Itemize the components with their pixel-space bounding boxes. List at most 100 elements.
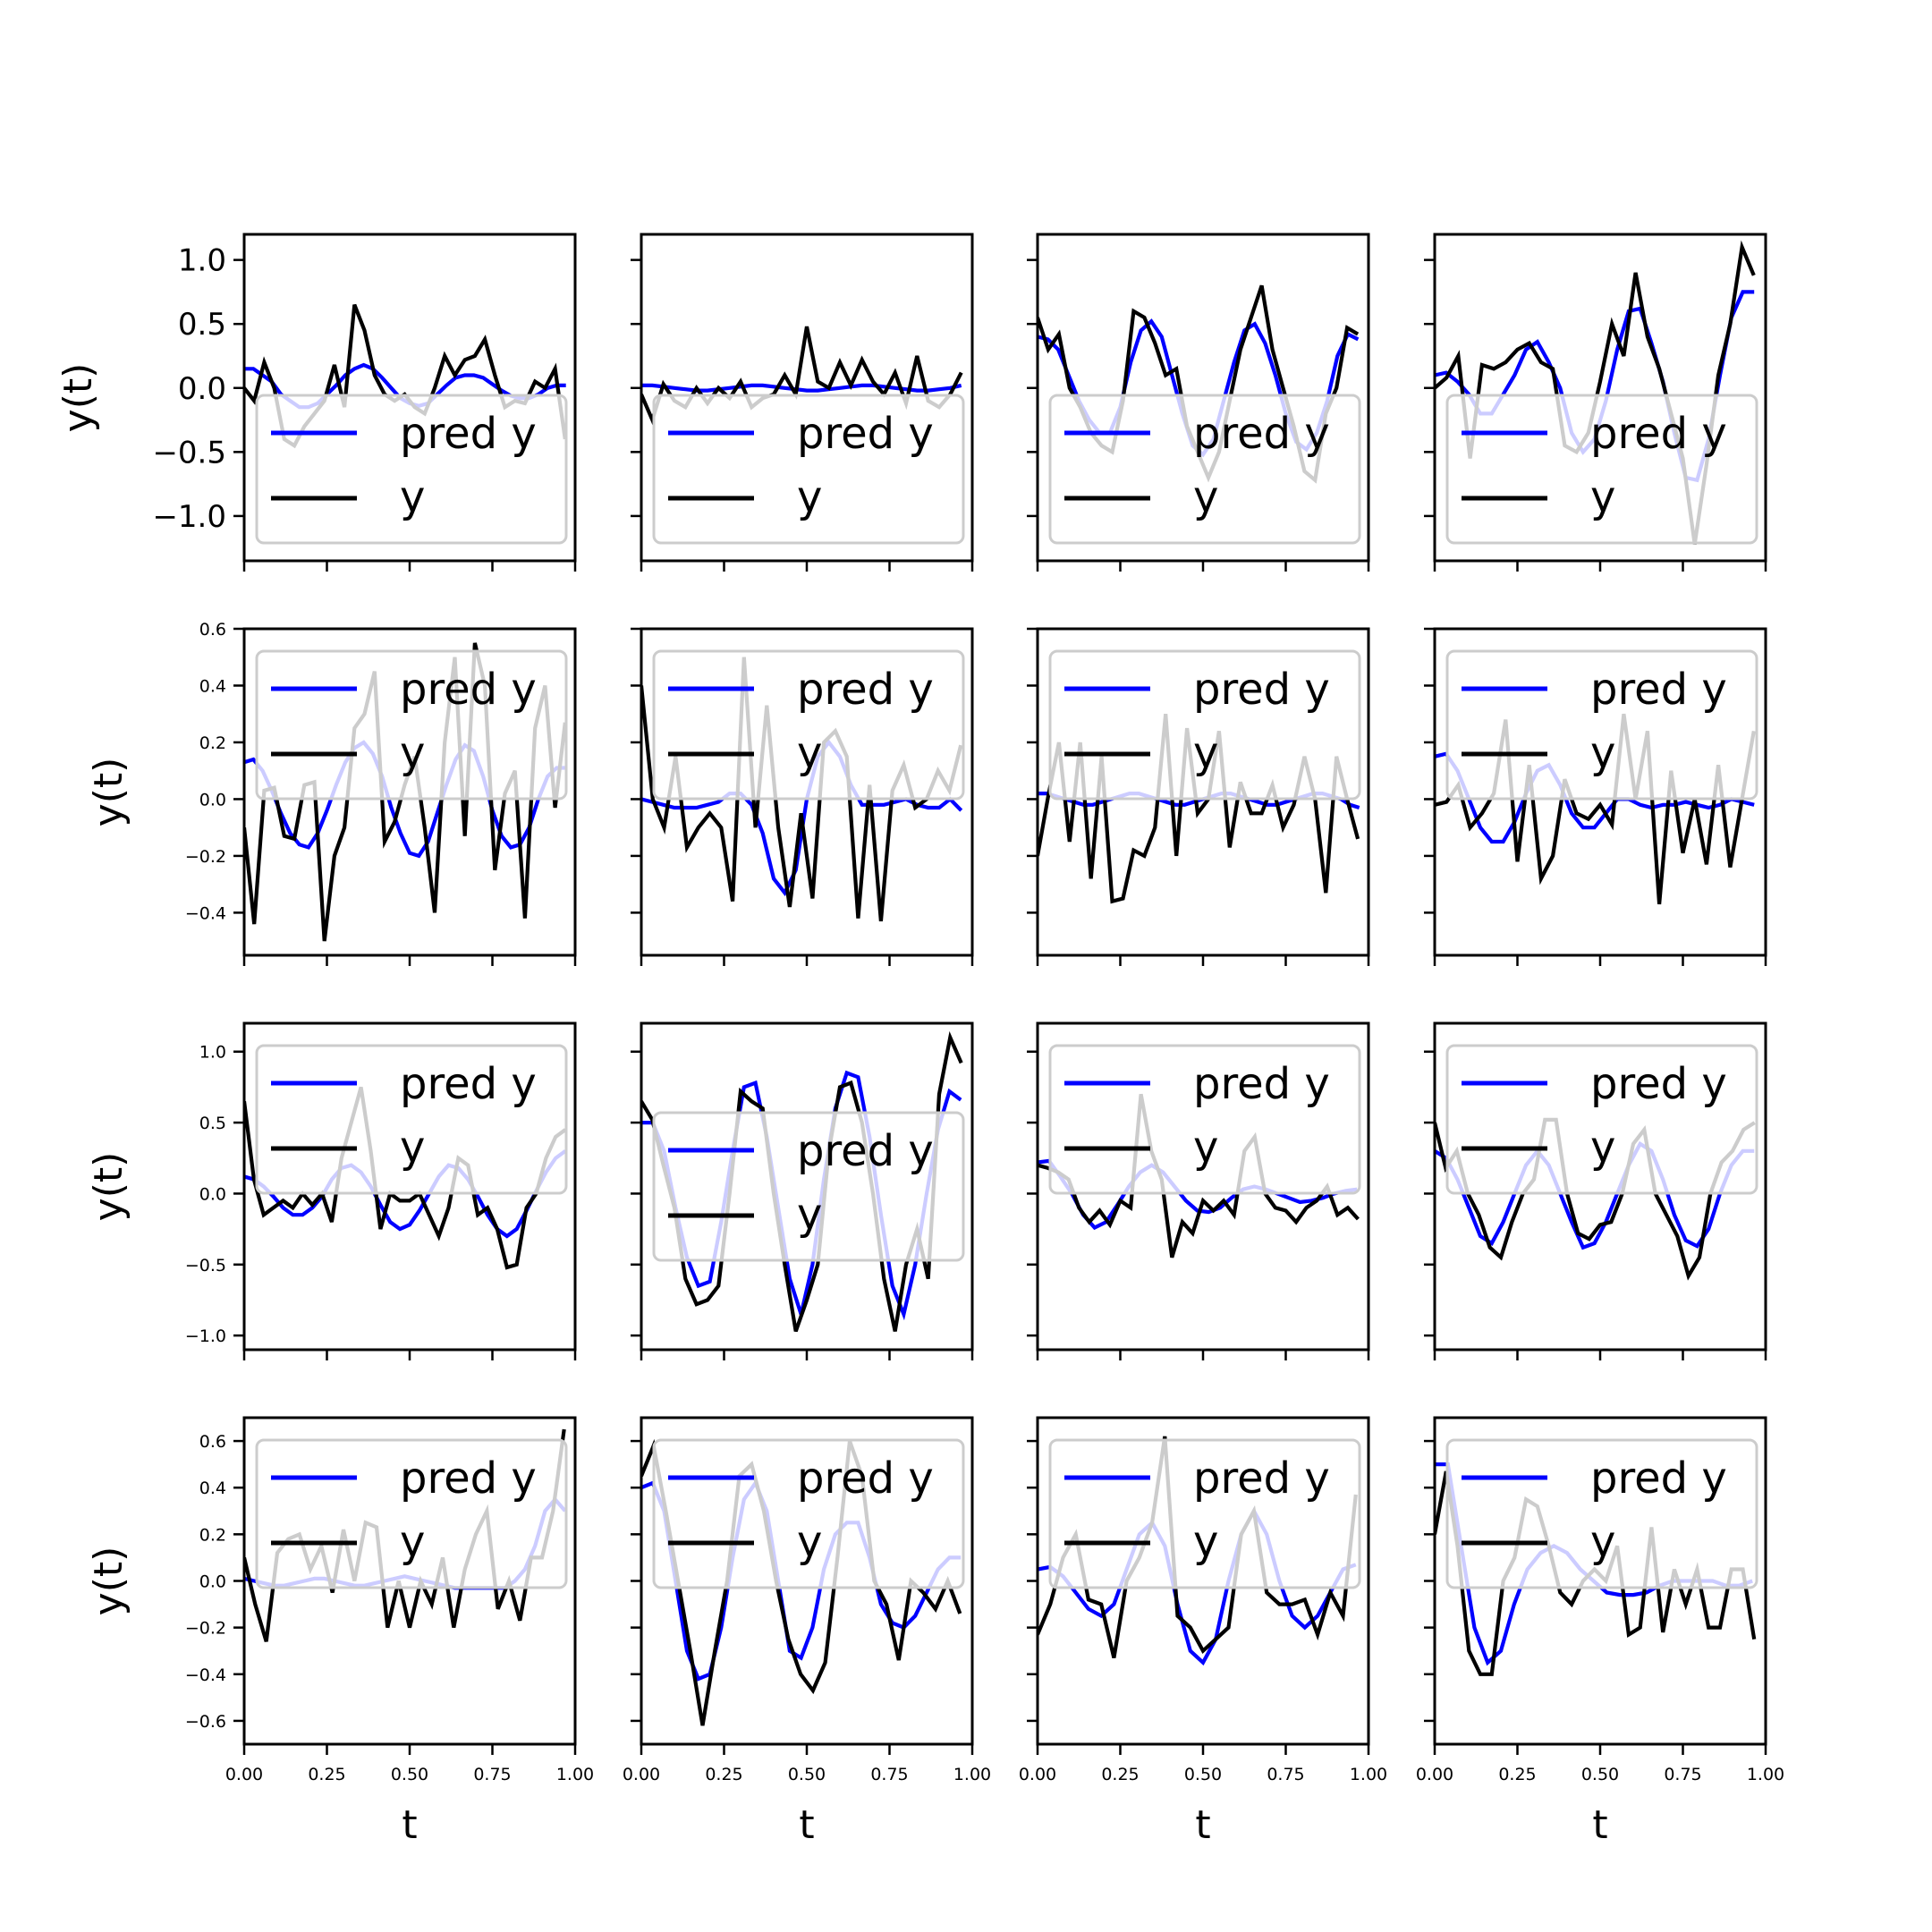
x-tick-label: 0.25 (1498, 1765, 1536, 1784)
x-tick-label: 0.25 (308, 1765, 345, 1784)
legend-pred-label: pred y (1590, 1059, 1727, 1109)
y-tick-label: −0.5 (152, 435, 226, 470)
legend-y-label: y (797, 1517, 822, 1567)
x-tick-label: 1.00 (556, 1765, 594, 1784)
y-tick-label: 0.2 (199, 733, 226, 753)
legend-y-label: y (797, 728, 822, 778)
x-tick-label: 0.00 (225, 1765, 263, 1784)
y-tick-label: 0.2 (199, 1525, 226, 1545)
x-tick-label: 1.00 (1747, 1765, 1784, 1784)
y-line (1038, 1093, 1360, 1258)
x-tick-label: 0.50 (1581, 1765, 1619, 1784)
x-tick-label: 0.25 (1101, 1765, 1139, 1784)
x-tick-label: 0.75 (473, 1765, 511, 1784)
plot-area (1435, 713, 1756, 905)
legend: pred y y (1445, 1044, 1758, 1195)
legend-y-label: y (1193, 472, 1218, 522)
legend-pred-label: pred y (1193, 1453, 1330, 1504)
x-axis-label: t (1592, 1802, 1607, 1848)
x-tick-label: 1.00 (953, 1765, 991, 1784)
legend-pred-label: pred y (797, 409, 934, 459)
plot-area (641, 1438, 962, 1726)
pred-y-line (641, 383, 962, 393)
legend-pred-label: pred y (400, 409, 537, 459)
pred-y-line (1038, 1158, 1358, 1231)
y-tick-label: 0.5 (178, 307, 226, 343)
x-tick-label: 0.50 (391, 1765, 428, 1784)
legend: pred y y (1445, 1438, 1758, 1589)
subplot-1-4: pred y y (1424, 233, 1767, 572)
subplot-4-4: pred y y 0.00 0.25 0.50 0.75 1.00 t (1416, 1416, 1784, 1848)
subplot-3-3: pred y y (1027, 1021, 1370, 1360)
y-tick-label: 0.0 (199, 790, 226, 809)
y-tick-label: 0.6 (199, 1432, 226, 1452)
y-tick-label: −0.6 (185, 1712, 226, 1732)
y-axis-label: y(t) (55, 363, 101, 433)
subplot-3-2: pred y y (631, 1021, 974, 1360)
subplot-4-2: pred y y 0.00 0.25 0.50 0.75 1.00 t (623, 1416, 991, 1848)
legend-pred-label: pred y (1590, 665, 1727, 715)
legend-y-label: y (1590, 1123, 1615, 1173)
subplot-4-1: pred y y −0.6 −0.4 −0.2 0.0 0.2 0.4 0.6 0.00 0.25 0… (86, 1416, 594, 1848)
legend: pred y y (652, 1111, 965, 1262)
y-line (1038, 1436, 1358, 1658)
plot-area (1038, 1436, 1358, 1666)
x-tick-label: 0.50 (788, 1765, 826, 1784)
y-tick-label: 0.5 (199, 1114, 226, 1133)
legend-pred-label: pred y (797, 1126, 934, 1176)
legend: pred y y (255, 1044, 568, 1195)
pred-y-line (1435, 751, 1755, 844)
subplot-2-2: pred y y (631, 627, 974, 966)
plot-area (1038, 1093, 1360, 1258)
subplot-1-1: pred y y −1.0 −0.5 0.0 0.5 1.0 y(t) (55, 233, 577, 572)
legend-pred-label: pred y (797, 1453, 934, 1504)
legend: pred y y (1048, 1044, 1361, 1195)
pred-y-line (244, 1149, 567, 1239)
x-tick-label: 1.00 (1350, 1765, 1387, 1784)
legend-pred-label: pred y (400, 1059, 537, 1109)
y-line (244, 1086, 567, 1270)
legend-pred-label: pred y (1590, 1453, 1727, 1504)
y-tick-label: −1.0 (152, 499, 226, 535)
legend-y-label: y (400, 1123, 425, 1173)
subplot-4-3: pred y y 0.00 0.25 0.50 0.75 1.00 t (1019, 1416, 1387, 1848)
legend: pred y y (1445, 394, 1758, 545)
legend: pred y y (255, 394, 568, 545)
y-tick-label: 0.6 (199, 620, 226, 640)
y-line (1435, 1117, 1756, 1281)
pred-y-line (1038, 1506, 1357, 1666)
legend-y-label: y (400, 472, 425, 522)
subplot-2-1: pred y y −0.4 −0.2 0.0 0.2 0.4 0.6 y(t) (86, 620, 577, 966)
y-tick-label: −0.5 (185, 1256, 226, 1275)
x-tick-label: 0.00 (1416, 1765, 1453, 1784)
x-tick-label: 0.00 (1019, 1765, 1056, 1784)
x-tick-label: 0.00 (623, 1765, 660, 1784)
x-tick-label: 0.75 (870, 1765, 908, 1784)
legend: pred y y (255, 649, 568, 801)
y-tick-label: 0.4 (199, 1479, 226, 1498)
y-tick-label: −1.0 (185, 1326, 226, 1346)
legend-y-label: y (1193, 728, 1218, 778)
legend-y-label: y (400, 1517, 425, 1567)
legend-pred-label: pred y (400, 665, 537, 715)
x-tick-label: 0.75 (1267, 1765, 1304, 1784)
plot-area (244, 1086, 567, 1270)
x-tick-label: 0.75 (1664, 1765, 1701, 1784)
y-tick-label: −0.2 (185, 847, 226, 867)
legend: pred y y (652, 649, 965, 801)
y-line (641, 1438, 962, 1726)
subplot-3-4: pred y y (1424, 1021, 1767, 1360)
legend: pred y y (1048, 1438, 1361, 1589)
subplot-1-2: pred y y (631, 233, 974, 572)
y-tick-label: 1.0 (199, 1043, 226, 1063)
legend-pred-label: pred y (1193, 409, 1330, 459)
y-tick-label: 0.0 (178, 371, 226, 407)
x-tick-label: 0.25 (705, 1765, 742, 1784)
legend-y-label: y (1590, 1517, 1615, 1567)
legend: pred y y (652, 394, 965, 545)
subplot-3-1: pred y y −1.0 −0.5 0.0 0.5 1.0 y(t) (86, 1021, 577, 1360)
legend-y-label: y (1193, 1517, 1218, 1567)
legend-y-label: y (1193, 1123, 1218, 1173)
legend-pred-label: pred y (1193, 1059, 1330, 1109)
